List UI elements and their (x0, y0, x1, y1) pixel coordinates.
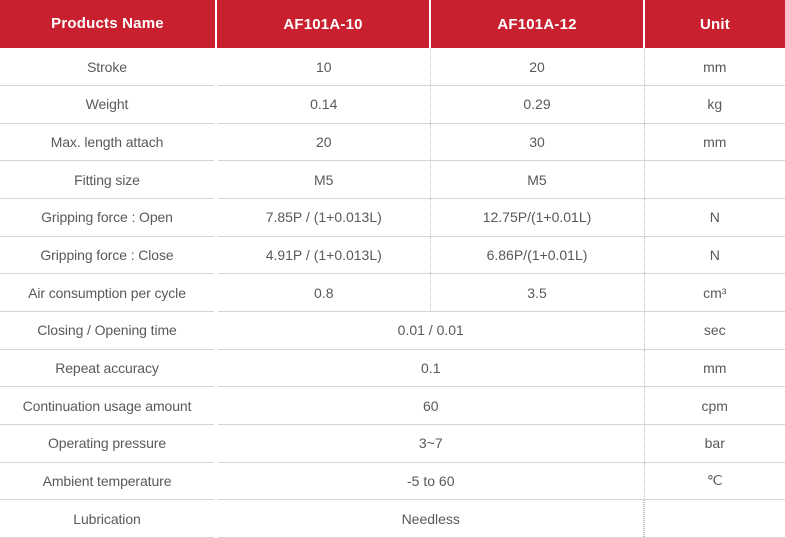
row-unit: N (643, 198, 785, 237)
row-label: Weight (0, 85, 218, 124)
row-value-merged: -5 to 60 (216, 462, 644, 501)
row-unit: sec (643, 311, 785, 350)
row-label: Operating pressure (0, 424, 218, 463)
row-value-af101a-12: 12.75P/(1+0.01L) (430, 198, 644, 237)
row-label: Stroke (0, 48, 218, 87)
row-unit: kg (643, 85, 785, 124)
row-label: Fitting size (0, 160, 218, 200)
row-unit: mm (643, 123, 785, 162)
row-value-af101a-12: 20 (430, 48, 644, 87)
row-unit (643, 499, 785, 538)
header-row: Products Name AF101A-10 AF101A-12 Unit (0, 0, 785, 49)
table-row: Continuation usage amount 60 cpm (0, 386, 785, 425)
row-value-merged: Needless (216, 499, 644, 538)
row-value-af101a-12: 3.5 (430, 273, 644, 312)
table-row: Ambient temperature -5 to 60 ℃ (0, 462, 785, 501)
row-unit: mm (643, 349, 785, 388)
row-unit (643, 160, 785, 200)
header-products-name: Products Name (0, 0, 216, 49)
table-row: Max. length attach 20 30 mm (0, 123, 785, 162)
row-value-merged: 3~7 (216, 424, 644, 463)
table-row: Gripping force : Open 7.85P / (1+0.013L) 1… (0, 198, 785, 237)
row-label: Closing / Opening time (0, 311, 218, 350)
row-value-af101a-10: 20 (216, 123, 431, 162)
table-header: Products Name AF101A-10 AF101A-12 Unit (0, 0, 785, 49)
table-row: Air consumption per cycle 0.8 3.5 cm³ (0, 273, 785, 312)
row-value-af101a-10: 7.85P / (1+0.013L) (216, 198, 431, 237)
row-label: Ambient temperature (0, 462, 218, 501)
table-row: Repeat accuracy 0.1 mm (0, 349, 785, 388)
table-row: Lubrication Needless (0, 499, 785, 538)
row-label: Air consumption per cycle (0, 273, 218, 312)
row-value-af101a-10: 10 (216, 48, 431, 87)
header-af101a-10: AF101A-10 (215, 0, 430, 48)
row-label: Gripping force : Close (0, 236, 218, 275)
row-unit: cm³ (643, 273, 785, 312)
table-row: Closing / Opening time 0.01 / 0.01 sec (0, 311, 785, 350)
row-value-af101a-12: M5 (430, 160, 644, 200)
row-unit: cpm (643, 386, 785, 425)
header-af101a-12: AF101A-12 (429, 0, 644, 48)
table-row: Weight 0.14 0.29 kg (0, 85, 785, 124)
table-row: Gripping force : Close 4.91P / (1+0.013L)… (0, 236, 785, 275)
row-label: Repeat accuracy (0, 349, 218, 388)
row-value-af101a-10: 0.8 (216, 273, 431, 312)
row-label: Lubrication (0, 499, 218, 538)
row-value-af101a-10: 0.14 (216, 85, 431, 124)
row-value-af101a-12: 30 (430, 123, 644, 162)
row-value-af101a-12: 6.86P/(1+0.01L) (430, 236, 644, 275)
row-label: Max. length attach (0, 123, 218, 162)
row-unit: N (643, 236, 785, 275)
row-value-af101a-10: 4.91P / (1+0.013L) (216, 236, 431, 275)
row-unit: mm (643, 48, 785, 87)
table-row: Fitting size M5 M5 (0, 160, 785, 200)
row-value-af101a-12: 0.29 (430, 85, 644, 124)
table-row: Stroke 10 20 mm (0, 48, 785, 87)
row-value-merged: 0.1 (216, 349, 644, 388)
row-label: Gripping force : Open (0, 198, 218, 237)
row-unit: ℃ (643, 462, 785, 501)
row-label: Continuation usage amount (0, 386, 218, 425)
row-value-af101a-10: M5 (216, 160, 431, 200)
row-unit: bar (643, 424, 785, 463)
table-body: Stroke 10 20 mm Weight 0.14 0.29 kg Max. length … (0, 48, 785, 538)
row-value-merged: 0.01 / 0.01 (216, 311, 644, 350)
row-value-merged: 60 (216, 386, 644, 425)
table-row: Operating pressure 3~7 bar (0, 424, 785, 463)
header-unit: Unit (643, 0, 785, 48)
